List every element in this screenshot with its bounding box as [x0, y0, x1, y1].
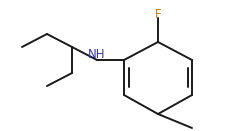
Text: F: F: [155, 9, 161, 21]
Text: NH: NH: [88, 48, 106, 61]
